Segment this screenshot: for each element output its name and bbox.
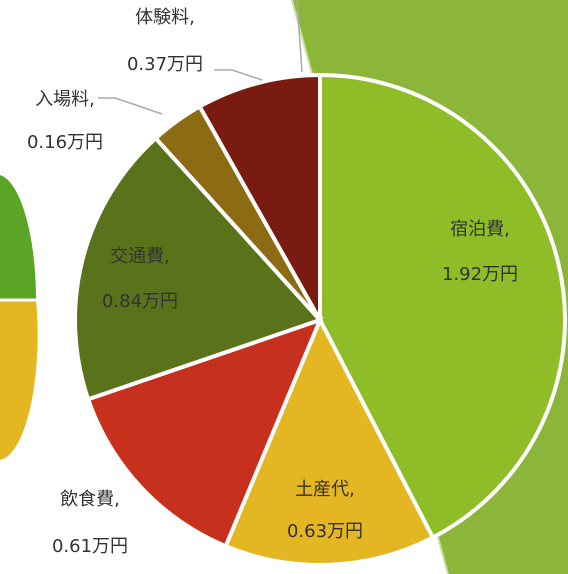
slice-label: 宿泊費, — [450, 219, 510, 240]
pie-slice — [73, 135, 324, 402]
slice-value-label: 0.84万円 — [102, 291, 178, 312]
slice-label: 交通費, — [110, 246, 170, 267]
other-pie-slice — [0, 300, 38, 460]
pie-slice — [318, 72, 567, 541]
pie-slice — [223, 315, 436, 567]
pie-slice — [85, 316, 324, 549]
slice-label: 土産代, — [295, 479, 355, 500]
slice-value-label: 1.92万円 — [442, 264, 518, 285]
slice-label: 飲食費, — [60, 489, 120, 510]
slice-label: 入場料, — [35, 89, 95, 110]
slice-value-label: 0.37万円 — [127, 54, 203, 75]
slice-value-label: 0.16万円 — [27, 132, 103, 153]
leader-line — [98, 97, 163, 115]
slice-value-label: 0.63万円 — [287, 521, 363, 542]
slice-value-label: 0.61万円 — [52, 536, 128, 557]
pie-slice — [196, 72, 322, 328]
other-pie-slice — [0, 175, 37, 300]
leader-line — [296, 0, 303, 73]
leader-line — [214, 69, 263, 81]
slice-label: 体験料, — [135, 7, 195, 28]
pie — [73, 72, 567, 567]
